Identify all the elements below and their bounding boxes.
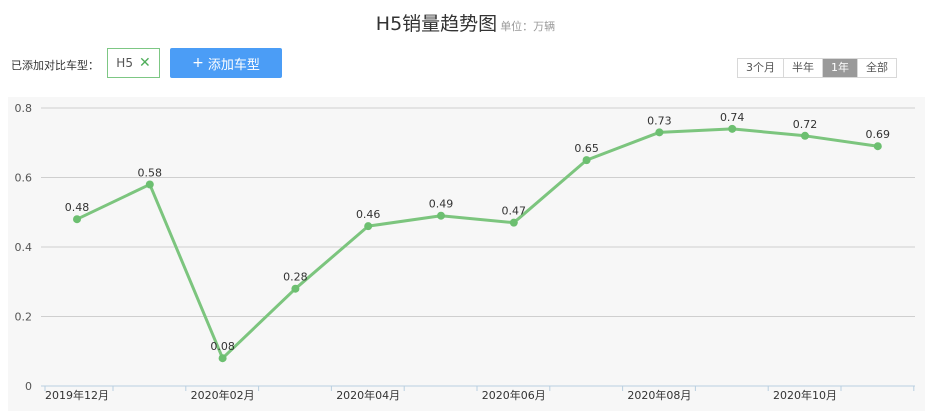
data-point <box>509 218 518 227</box>
data-label: 0.65 <box>574 142 599 155</box>
y-tick-label: 0.4 <box>15 241 33 254</box>
data-label: 0.28 <box>283 271 308 284</box>
data-point <box>655 128 664 137</box>
data-label: 0.74 <box>720 111 745 124</box>
data-label: 0.08 <box>210 340 235 353</box>
x-tick-label: 2020年06月 <box>482 388 546 402</box>
y-tick-label: 0.8 <box>15 102 33 115</box>
range-tabs: 3个月 半年 1年 全部 <box>737 58 897 78</box>
tab-all[interactable]: 全部 <box>866 61 888 74</box>
y-tick-label: 0.2 <box>15 311 33 324</box>
data-label: 0.46 <box>356 208 381 221</box>
add-model-label: 添加车型 <box>207 57 260 73</box>
line-chart: 0 0.2 0.4 0.6 0.8 2019年12月 2020年02月 2020年04月 202… <box>15 102 915 402</box>
x-tick-label: 2020年02月 <box>191 388 255 402</box>
data-point <box>364 222 373 231</box>
page-title: H5销量趋势图 <box>375 13 498 35</box>
data-label: 0.47 <box>502 205 527 218</box>
data-label: 0.69 <box>866 128 891 141</box>
series-line <box>76 127 879 360</box>
data-point <box>73 215 81 224</box>
data-point <box>145 180 154 189</box>
x-tick-label: 2020年08月 <box>627 388 691 402</box>
x-tick-label: 2020年10月 <box>773 388 837 402</box>
y-tick-label: 0 <box>25 380 32 393</box>
model-tag-h5[interactable]: H5 ✕ <box>107 48 160 78</box>
y-tick-label: 0.6 <box>15 172 33 185</box>
tab-1-year[interactable]: 1年 <box>823 59 858 77</box>
compare-label: 已添加对比车型： <box>11 59 99 72</box>
data-point <box>218 354 227 363</box>
close-icon[interactable]: ✕ <box>138 55 151 71</box>
chart-area: 0 0.2 0.4 0.6 0.8 2019年12月 2020年02月 2020年04月 202… <box>8 97 925 411</box>
unit-label: 单位：万辆 <box>500 20 556 33</box>
data-label: 0.49 <box>429 198 454 211</box>
data-label: 0.58 <box>138 166 163 179</box>
data-label: 0.48 <box>65 201 90 214</box>
data-point <box>801 131 809 140</box>
data-label: 0.72 <box>793 118 818 131</box>
tab-half-year[interactable]: 半年 <box>784 59 823 77</box>
data-point <box>873 142 882 151</box>
data-point <box>582 156 591 165</box>
model-tag-label: H5 <box>116 56 133 70</box>
chart-title-row: H5销量趋势图 单位：万辆 <box>0 9 931 36</box>
data-point <box>437 211 445 220</box>
tab-3-months[interactable]: 3个月 <box>738 59 784 77</box>
data-point <box>728 124 737 133</box>
data-label: 0.73 <box>647 114 672 127</box>
data-point <box>291 284 300 293</box>
plus-icon: + <box>192 55 204 71</box>
x-tick-label: 2019年12月 <box>45 388 109 402</box>
add-model-button[interactable]: + 添加车型 <box>170 48 282 78</box>
x-tick-label: 2020年04月 <box>336 388 400 402</box>
